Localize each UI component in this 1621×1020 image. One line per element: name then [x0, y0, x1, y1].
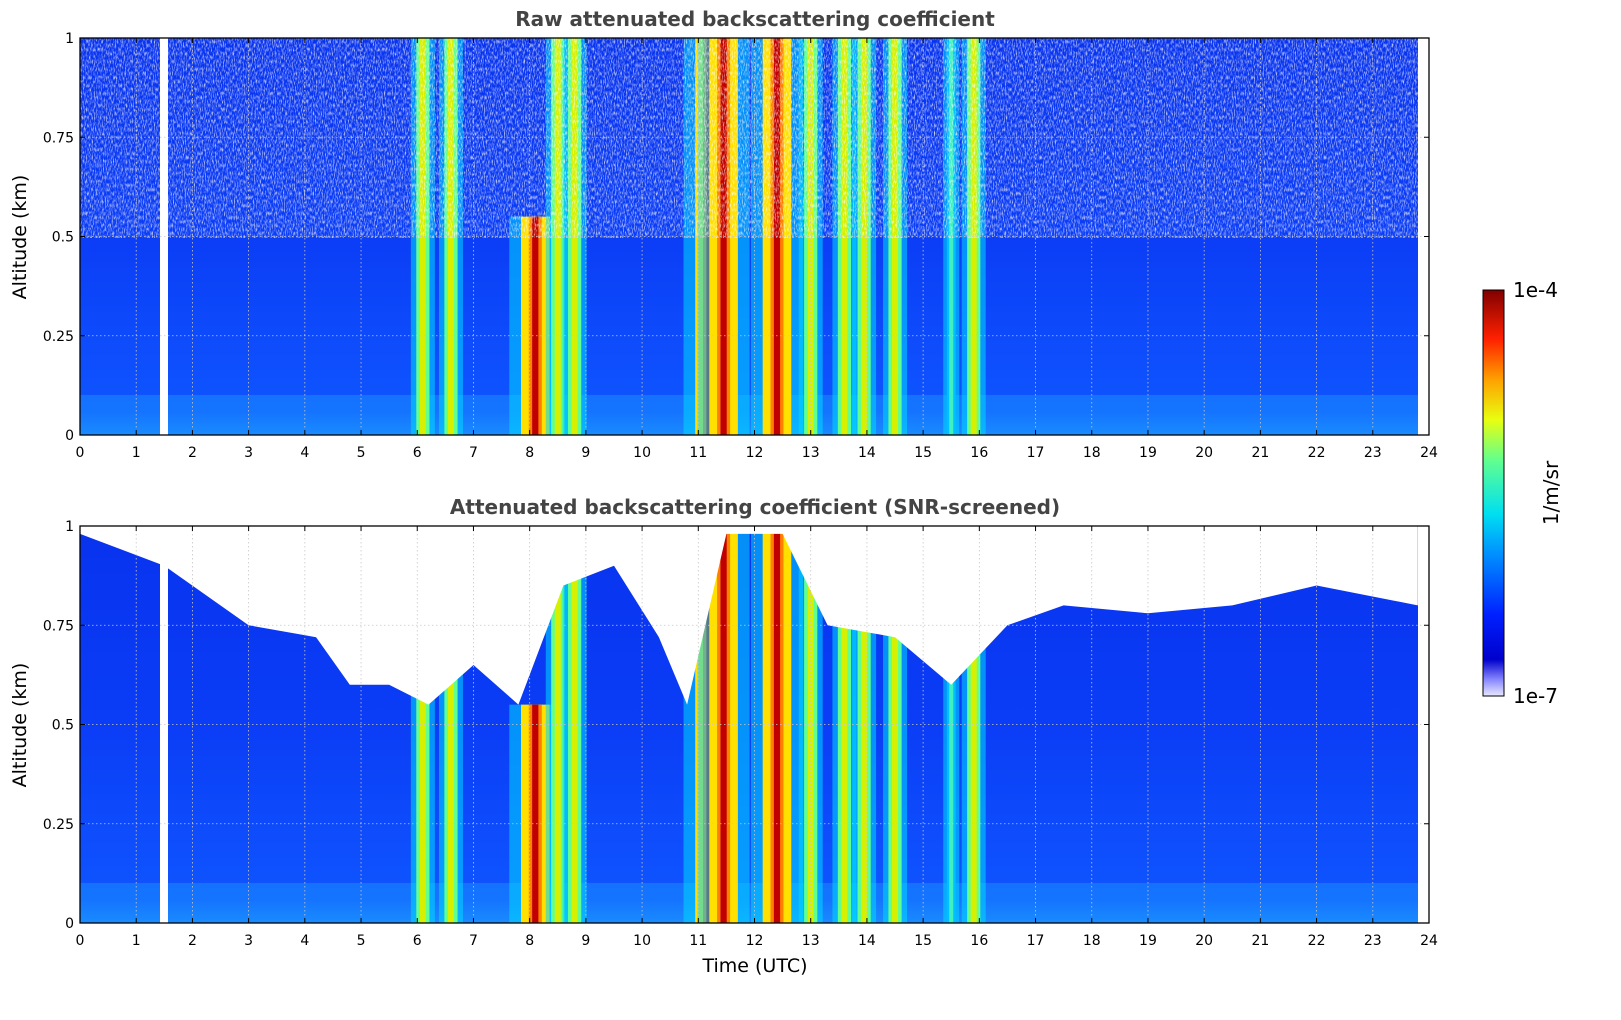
y-tick-label: 0 [65, 428, 74, 444]
x-tick-label: 24 [1420, 933, 1438, 949]
x-tick-label: 19 [1139, 445, 1157, 461]
y-tick-label: 0 [65, 916, 74, 932]
x-ticks: 0 1 2 3 4 5 6 7 8 9 10 11 12 13 14 15 16 17 18 19 20 21 22 23 24 [76, 38, 1438, 461]
x-tick-label: 16 [970, 933, 988, 949]
y-tick-label: 0.25 [43, 329, 74, 345]
x-tick-label: 9 [581, 933, 590, 949]
chart-title: Raw attenuated backscattering coefficien… [515, 7, 995, 31]
y-ticks: 0 0.25 0.5 0.75 1 [43, 31, 1429, 444]
y-tick-label: 0.5 [52, 230, 74, 246]
x-tick-label: 2 [188, 933, 197, 949]
x-tick-label: 24 [1420, 445, 1438, 461]
x-tick-label: 9 [581, 445, 590, 461]
x-tick-label: 18 [1083, 445, 1101, 461]
colorbar-gradient [1482, 289, 1505, 697]
screened-mask [80, 526, 1418, 705]
x-tick-label: 3 [244, 933, 253, 949]
plot-area [80, 38, 1429, 435]
y-tick-label: 0.75 [43, 130, 74, 146]
y-tick-label: 0.25 [43, 817, 74, 833]
no-data-end [1418, 526, 1429, 923]
chart-title: Attenuated backscattering coefficient (S… [450, 495, 1060, 519]
x-tick-label: 21 [1251, 933, 1269, 949]
y-ticks: 0 0.25 0.5 0.75 1 [43, 519, 1429, 932]
x-tick-label: 4 [300, 933, 309, 949]
x-tick-label: 13 [802, 445, 820, 461]
x-tick-label: 10 [633, 445, 651, 461]
x-tick-label: 18 [1083, 933, 1101, 949]
x-tick-label: 12 [746, 445, 764, 461]
colorbar-min-label: 1e-7 [1513, 684, 1558, 708]
cloud-core [949, 526, 954, 923]
colorbar-max-label: 1e-4 [1513, 278, 1558, 302]
x-tick-label: 6 [413, 933, 422, 949]
no-data-end [1418, 38, 1429, 435]
cloud-core [419, 526, 426, 923]
x-tick-label: 8 [525, 933, 534, 949]
cloud-core [970, 526, 977, 923]
x-tick-label: 14 [858, 933, 876, 949]
x-tick-label: 6 [413, 445, 422, 461]
x-tick-label: 2 [188, 445, 197, 461]
x-tick-label: 5 [357, 933, 366, 949]
x-tick-label: 14 [858, 445, 876, 461]
x-tick-label: 0 [76, 445, 85, 461]
x-tick-label: 1 [132, 933, 141, 949]
x-tick-label: 16 [970, 445, 988, 461]
y-tick-label: 0.5 [52, 718, 74, 734]
x-tick-label: 1 [132, 445, 141, 461]
x-tick-label: 10 [633, 933, 651, 949]
x-tick-label: 17 [1027, 933, 1045, 949]
x-tick-label: 7 [469, 445, 478, 461]
x-tick-label: 8 [525, 445, 534, 461]
cloud-core [554, 526, 561, 923]
x-tick-label: 0 [76, 933, 85, 949]
panel-raw: Raw attenuated backscattering coefficien… [9, 7, 1438, 461]
cloud-peak [532, 704, 539, 923]
x-tick-label: 4 [300, 445, 309, 461]
grid [80, 526, 1429, 923]
colorbar-unit-label: 1/m/sr [1539, 460, 1563, 525]
x-tick-label: 22 [1308, 933, 1326, 949]
x-tick-label: 15 [914, 445, 932, 461]
cloud-peak [532, 216, 539, 435]
cloud-core [892, 526, 899, 923]
x-tick-label: 19 [1139, 933, 1157, 949]
plot-area [80, 526, 1429, 923]
x-tick-label: 3 [244, 445, 253, 461]
x-axis-label: Time (UTC) [701, 955, 807, 977]
y-tick-label: 0.75 [43, 618, 74, 634]
y-tick-label: 1 [65, 519, 74, 535]
x-tick-label: 23 [1364, 933, 1382, 949]
x-tick-label: 22 [1308, 445, 1326, 461]
y-axis-label: Altitude (km) [9, 663, 31, 788]
y-tick-label: 1 [65, 31, 74, 47]
x-tick-label: 20 [1195, 445, 1213, 461]
x-tick-label: 13 [802, 933, 820, 949]
x-tick-label: 12 [746, 933, 764, 949]
cloud-core [447, 526, 454, 923]
grid [80, 38, 1429, 435]
x-tick-label: 21 [1251, 445, 1269, 461]
x-ticks: 0 1 2 3 4 5 6 7 8 9 10 11 12 13 14 15 16 17 18 19 20 21 22 23 24 [76, 526, 1438, 949]
x-tick-label: 7 [469, 933, 478, 949]
colorbar: 1e-4 1e-7 1/m/sr [1482, 278, 1563, 708]
x-tick-label: 11 [689, 445, 707, 461]
cloud-core [807, 526, 814, 923]
cloud-peak [720, 526, 727, 923]
x-tick-label: 5 [357, 445, 366, 461]
x-tick-label: 11 [689, 933, 707, 949]
noise-overlay [80, 38, 1418, 238]
x-tick-label: 15 [914, 933, 932, 949]
x-tick-label: 17 [1027, 445, 1045, 461]
cloud-core [571, 526, 578, 923]
x-tick-label: 20 [1195, 933, 1213, 949]
x-tick-label: 23 [1364, 445, 1382, 461]
y-axis-label: Altitude (km) [9, 175, 31, 300]
panel-screened: Attenuated backscattering coefficient (S… [9, 495, 1438, 977]
